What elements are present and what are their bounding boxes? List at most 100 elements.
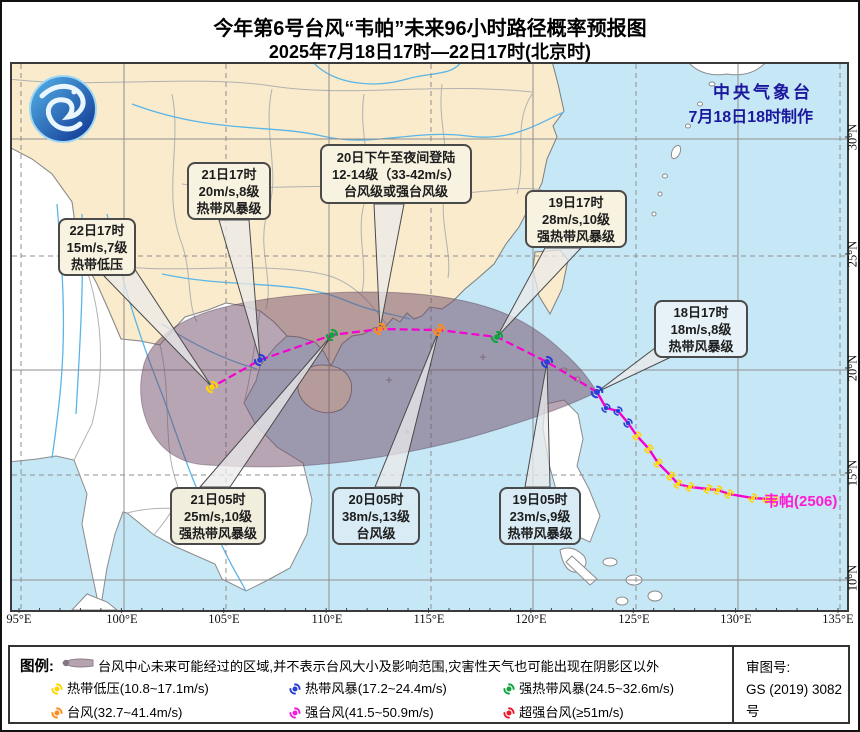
page-subtitle: 2025年7月18日17时—22日17时(北京时) xyxy=(268,42,592,62)
callout-line: 20m/s,8级 xyxy=(198,183,260,199)
agency-name: 中央气象台 xyxy=(713,83,813,102)
callout-line: 19日05时 xyxy=(512,491,568,507)
callout-line: 20日下午至夜间登陆 xyxy=(336,149,456,165)
forecast-callout-c-21-17: 21日17时 20m/s,8级 热带风暴级 xyxy=(187,162,271,220)
legend-item-label: 超强台风(≥51m/s) xyxy=(519,705,624,720)
leader-wedge xyxy=(373,203,405,330)
callout-line: 38m/s,13级 xyxy=(342,508,410,524)
issuing-agency: 中央气象台 7月18日18时制作 xyxy=(689,78,814,127)
callout-line: 28m/s,10级 xyxy=(542,211,610,227)
cone-legend-icon xyxy=(62,658,94,668)
forecast-point xyxy=(325,328,339,342)
lon-label: 120°E xyxy=(515,612,547,626)
lon-label: 110°E xyxy=(311,612,343,626)
past-point xyxy=(724,489,734,499)
review-value: GS (2019) 3082号 xyxy=(746,682,843,719)
past-point xyxy=(613,406,623,416)
forecast-point xyxy=(253,353,267,367)
callout-line: 热带风暴级 xyxy=(507,525,573,541)
legend-panel: 图例: 台风中心未来可能经过的区域,并不表示台风大小及影响范围,灾害性天气也可能… xyxy=(8,645,850,724)
typhoon-marker-icon xyxy=(289,683,301,695)
typhoon-marker-icon xyxy=(51,707,63,719)
forecast-callout-c-landfall: 20日下午至夜间登陆 12-14级（33-42m/s） 台风级或强台风级 xyxy=(320,144,472,204)
forecast-callout-c-18-17: 18日17时 18m/s,8级 热带风暴级 xyxy=(654,300,748,358)
legend-item: 强台风(41.5~50.9m/s) xyxy=(288,702,434,721)
typhoon-marker-icon xyxy=(289,707,301,719)
callout-line: 20日05时 xyxy=(348,491,404,507)
forecast-callout-c-19-17: 19日17时 28m/s,10级 强热带风暴级 xyxy=(525,190,627,248)
callout-line: 台风级 xyxy=(356,525,396,541)
lon-label: 95°E xyxy=(6,612,32,626)
forecast-probability-cone xyxy=(140,291,598,468)
legend-title: 图例: xyxy=(20,659,54,675)
typhoon-marker-icon xyxy=(51,683,63,695)
legend-item: 热带风暴(17.2~24.4m/s) xyxy=(288,678,447,697)
legend-item-label: 热带低压(10.8~17.1m/s) xyxy=(67,681,209,696)
forecast-callout-c-19-05: 19日05时 23m/s,9级 热带风暴级 xyxy=(499,487,581,545)
callout-line: 18m/s,8级 xyxy=(670,321,732,337)
past-point xyxy=(673,479,683,489)
past-point xyxy=(632,431,642,441)
forecast-point xyxy=(205,380,219,394)
callout-line: 热带风暴级 xyxy=(196,200,262,216)
callout-line: 21日05时 xyxy=(190,491,246,507)
page-title: 今年第6号台风“韦帕”未来96小时路径概率预报图 xyxy=(213,18,647,40)
legend-item: 热带低压(10.8~17.1m/s) xyxy=(50,678,209,697)
forecast-callout-c-22-17: 22日17时 15m/s,7级 热带低压 xyxy=(58,218,136,276)
callout-line: 强热带风暴级 xyxy=(536,228,615,244)
forecast-point xyxy=(432,323,446,337)
legend-item-label: 强台风(41.5~50.9m/s) xyxy=(305,705,434,720)
callout-line: 21日17时 xyxy=(201,166,257,182)
past-point xyxy=(653,458,663,468)
callout-line: 12-14级（33-42m/s） xyxy=(332,166,460,182)
storm-name-label: 韦帕(2506) xyxy=(764,493,838,510)
lon-label: 115°E xyxy=(413,612,445,626)
legend-divider xyxy=(732,647,734,722)
legend-main: 图例: 台风中心未来可能经过的区域,并不表示台风大小及影响范围,灾害性天气也可能… xyxy=(10,647,732,722)
past-point xyxy=(623,418,633,428)
past-point xyxy=(713,485,723,495)
forecast-point xyxy=(373,322,387,336)
past-track-line xyxy=(595,391,775,502)
callout-line: 23m/s,9级 xyxy=(509,508,571,524)
legend-note: 台风中心未来可能经过的区域,并不表示台风大小及影响范围,灾害性天气也可能出现在阴… xyxy=(98,659,660,674)
legend-item-label: 台风(32.7~41.4m/s) xyxy=(67,705,183,720)
leader-wedge xyxy=(218,219,261,361)
leader-wedge xyxy=(496,247,583,338)
past-point xyxy=(703,484,713,494)
islands-ryukyu-japan xyxy=(71,64,765,610)
past-point xyxy=(644,444,654,454)
forecast-point xyxy=(540,355,554,369)
latitude-ticks xyxy=(845,136,850,579)
callout-line: 18日17时 xyxy=(673,304,729,320)
forecast-point xyxy=(490,330,504,344)
callout-line: 22日17时 xyxy=(69,222,125,238)
typhoon-track xyxy=(211,327,775,502)
past-point xyxy=(748,493,758,503)
map-graphics xyxy=(12,64,847,610)
review-label: 审图号: xyxy=(746,660,791,675)
agency-issue-time: 7月18日18时制作 xyxy=(688,109,814,126)
legend-item: 台风(32.7~41.4m/s) xyxy=(50,702,182,721)
past-point xyxy=(666,471,676,481)
current-position-point xyxy=(590,385,604,399)
typhoon-track-points xyxy=(205,322,779,505)
lon-label: 130°E xyxy=(720,612,752,626)
past-point xyxy=(685,482,695,492)
lon-label: 100°E xyxy=(106,612,138,626)
forecast-callout-c-20-05: 20日05时 38m/s,13级 台风级 xyxy=(332,487,420,545)
map-canvas: 中央气象台 7月18日18时制作 韦帕(2506) 22日17时 15m/s,7级… xyxy=(10,62,849,612)
typhoon-marker-icon xyxy=(503,683,515,695)
callout-line: 热带低压 xyxy=(70,256,123,272)
callout-line: 19日17时 xyxy=(548,194,604,210)
cma-logo xyxy=(29,75,97,143)
past-point xyxy=(769,495,779,505)
callout-line: 25m/s,10级 xyxy=(184,508,252,524)
legend-item-label: 热带风暴(17.2~24.4m/s) xyxy=(305,681,447,696)
forecast-track-line xyxy=(211,327,598,393)
callout-line: 热带风暴级 xyxy=(668,338,734,354)
islands-philippines xyxy=(542,367,663,606)
lon-label: 105°E xyxy=(208,612,240,626)
legend-item-label: 强热带风暴(24.5~32.6m/s) xyxy=(519,681,674,696)
